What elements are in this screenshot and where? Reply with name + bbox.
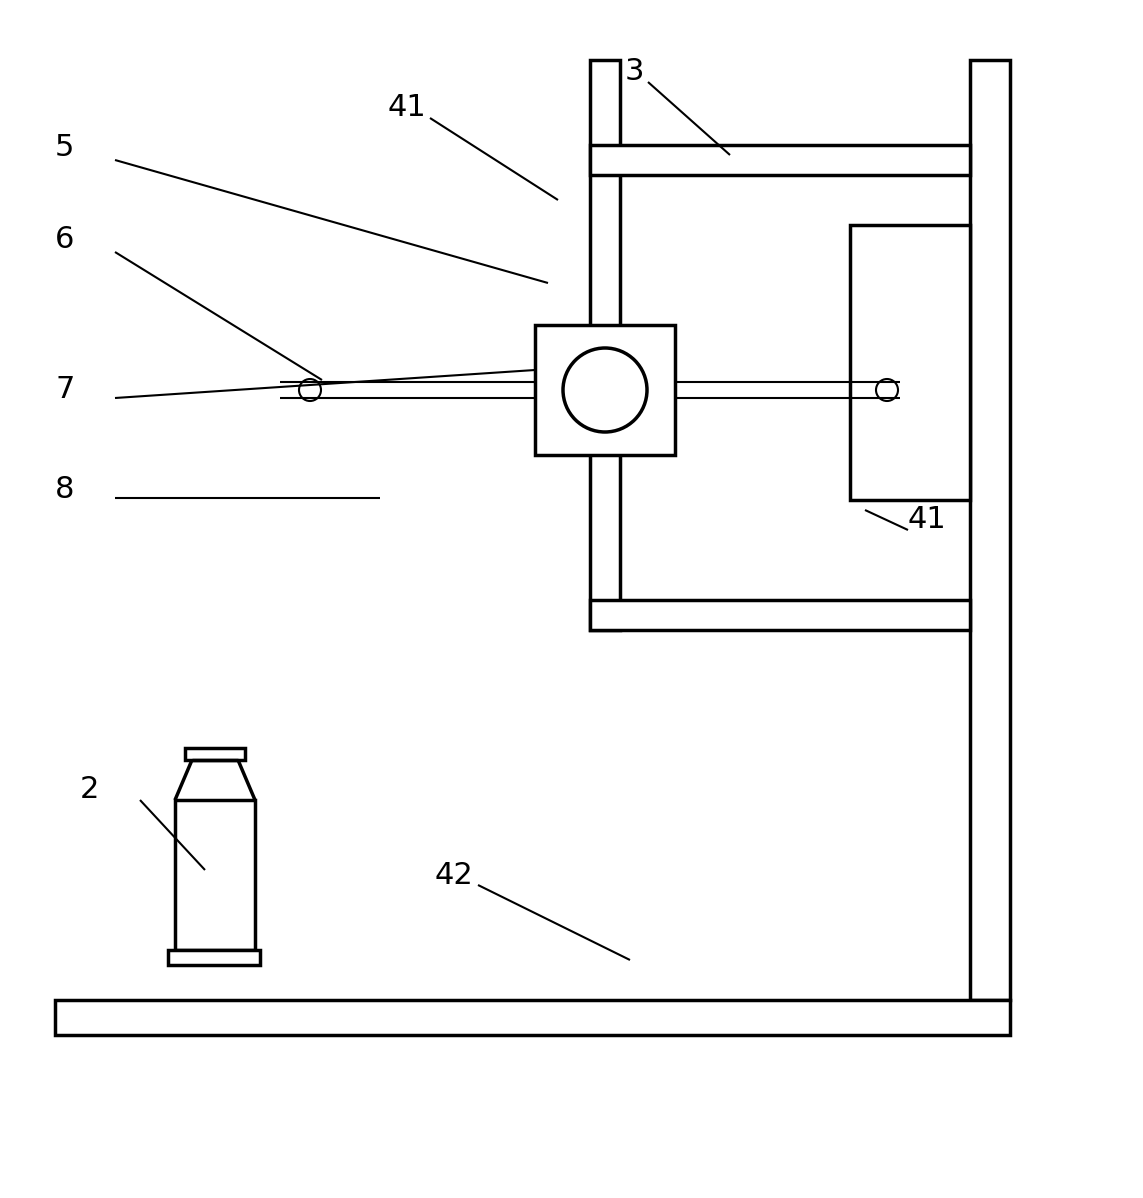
Bar — [535, 325, 676, 455]
Text: 3: 3 — [625, 58, 645, 86]
Text: 41: 41 — [387, 93, 426, 122]
Bar — [168, 950, 259, 966]
Bar — [55, 1000, 1010, 1035]
Text: 42: 42 — [435, 860, 473, 889]
Circle shape — [563, 347, 647, 432]
Bar — [590, 60, 620, 630]
Text: 41: 41 — [908, 506, 946, 534]
Bar — [590, 145, 970, 175]
Text: 2: 2 — [80, 775, 99, 805]
Bar — [850, 225, 970, 500]
Bar — [185, 748, 245, 760]
Bar — [590, 600, 970, 630]
Circle shape — [299, 379, 321, 401]
Bar — [970, 60, 1010, 1000]
Circle shape — [876, 379, 898, 401]
Text: 5: 5 — [55, 133, 74, 163]
Text: 7: 7 — [55, 375, 74, 405]
Bar — [175, 800, 255, 950]
Text: 6: 6 — [55, 225, 74, 254]
Text: 8: 8 — [55, 476, 74, 504]
